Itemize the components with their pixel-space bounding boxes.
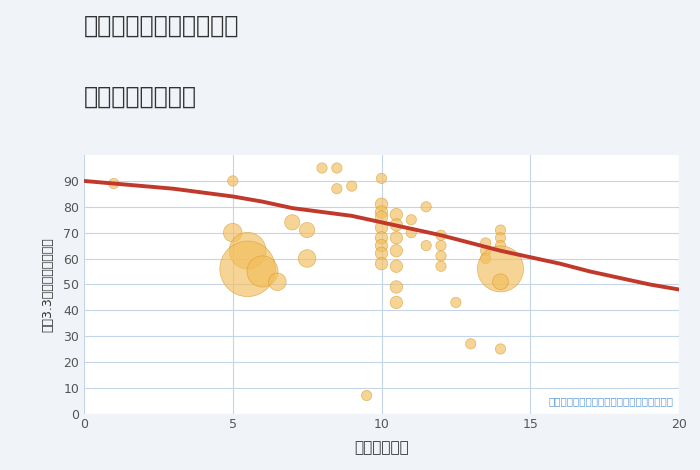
Point bbox=[465, 340, 476, 347]
Point bbox=[480, 247, 491, 254]
Point bbox=[108, 180, 119, 187]
Point bbox=[480, 255, 491, 262]
Point bbox=[376, 213, 387, 221]
Point bbox=[331, 164, 342, 172]
Point bbox=[376, 174, 387, 182]
Point bbox=[376, 242, 387, 249]
Point bbox=[495, 345, 506, 352]
Point bbox=[227, 229, 238, 236]
Point bbox=[227, 177, 238, 185]
Point bbox=[421, 242, 432, 249]
Point bbox=[421, 203, 432, 211]
Point bbox=[435, 231, 447, 239]
Point bbox=[495, 278, 506, 285]
Point bbox=[391, 221, 402, 228]
Point bbox=[272, 278, 283, 285]
Point bbox=[376, 200, 387, 208]
X-axis label: 駅距離（分）: 駅距離（分） bbox=[354, 440, 409, 455]
Point bbox=[287, 219, 298, 226]
Point bbox=[480, 239, 491, 247]
Point bbox=[257, 267, 268, 275]
Text: 埼玉県富士見市鶴瀬西の: 埼玉県富士見市鶴瀬西の bbox=[84, 14, 239, 38]
Point bbox=[302, 226, 313, 234]
Point bbox=[376, 208, 387, 216]
Point bbox=[435, 242, 447, 249]
Point bbox=[376, 250, 387, 257]
Point bbox=[450, 299, 461, 306]
Point bbox=[302, 255, 313, 262]
Point bbox=[391, 211, 402, 218]
Point bbox=[316, 164, 328, 172]
Point bbox=[391, 262, 402, 270]
Point bbox=[391, 247, 402, 254]
Point bbox=[406, 216, 417, 223]
Point bbox=[361, 392, 372, 399]
Point bbox=[376, 224, 387, 231]
Point bbox=[495, 242, 506, 249]
Point bbox=[495, 234, 506, 242]
Point bbox=[391, 234, 402, 242]
Point bbox=[391, 299, 402, 306]
Point bbox=[242, 247, 253, 254]
Point bbox=[376, 260, 387, 267]
Y-axis label: 坪（3.3㎡）単価（万円）: 坪（3.3㎡）単価（万円） bbox=[42, 237, 55, 332]
Point bbox=[495, 265, 506, 273]
Point bbox=[346, 182, 357, 190]
Point bbox=[391, 283, 402, 290]
Point bbox=[376, 234, 387, 242]
Text: 円の大きさは、取引のあった物件面積を示す: 円の大きさは、取引のあった物件面積を示す bbox=[548, 396, 673, 406]
Text: 駅距離別土地価格: 駅距離別土地価格 bbox=[84, 85, 197, 109]
Point bbox=[435, 262, 447, 270]
Point bbox=[495, 226, 506, 234]
Point bbox=[406, 229, 417, 236]
Point bbox=[435, 252, 447, 259]
Point bbox=[331, 185, 342, 193]
Point bbox=[242, 265, 253, 273]
